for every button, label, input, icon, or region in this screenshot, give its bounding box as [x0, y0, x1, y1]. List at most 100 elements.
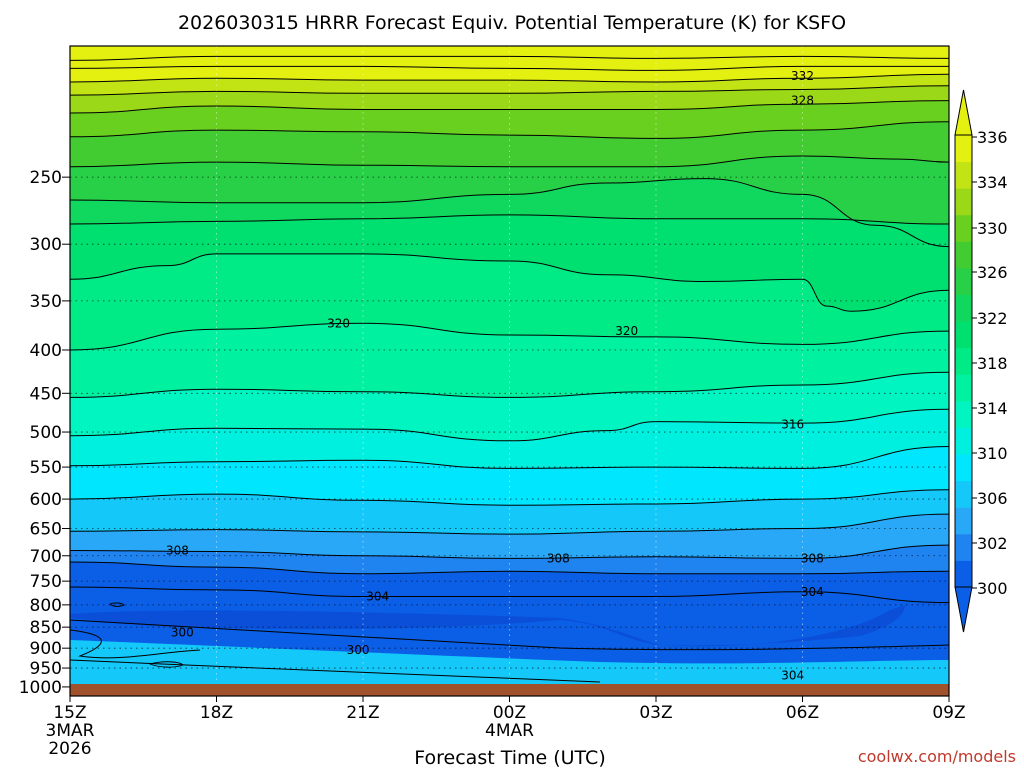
y-tick-label: 350 [30, 292, 62, 312]
colorbar-label: 334 [977, 173, 1008, 192]
colorbar-label: 306 [977, 489, 1008, 508]
colorbar: 300 302 306 310 314 318 322 326 330 334 336 [954, 89, 1008, 633]
contour-line-320 [70, 214, 949, 225]
colorbar-segment [955, 241, 972, 269]
y-tick-label: 750 [30, 572, 62, 592]
y-tick-label: 950 [30, 659, 62, 679]
y-tick-label: 900 [30, 639, 62, 659]
x-tick-label: 03Z [639, 703, 672, 723]
contour-line-334 [70, 65, 949, 71]
contour-label: 304 [801, 585, 824, 599]
colorbar-segment [955, 321, 972, 349]
colorbar-label: 330 [977, 219, 1008, 238]
x-tick-year: 2026 [48, 739, 91, 759]
contour-line-336 [70, 55, 949, 61]
contour-line-322 [70, 178, 949, 248]
x-tick-label: 21Z [346, 703, 379, 723]
y-tick-label: 600 [30, 490, 62, 510]
colorbar-segment [955, 507, 972, 535]
colorbar-segment [955, 560, 972, 588]
contour-line-low [70, 659, 601, 683]
y-tick-label: 550 [30, 458, 62, 478]
contour-line-300 [70, 586, 949, 604]
band-core [70, 605, 905, 647]
contour-line-low [70, 629, 201, 659]
colorbar-label: 314 [977, 399, 1008, 418]
colorbar-top-arrow [954, 89, 973, 136]
x-axis-label: Forecast Time (UTC) [414, 747, 605, 768]
y-tick-label: 450 [30, 384, 62, 404]
y-tick-label: 250 [30, 168, 62, 188]
colorbar-segment [955, 427, 972, 455]
y-tick-label: 800 [30, 596, 62, 616]
contour-line-326 [70, 121, 949, 139]
colorbar-segment [955, 135, 972, 163]
colorbar-segment [955, 533, 972, 561]
contour-label: 316 [781, 418, 804, 432]
contour-label: 308 [166, 543, 189, 557]
x-tick-date: 4MAR [485, 721, 534, 741]
colorbar-segment [955, 294, 972, 322]
credit-text: coolwx.com/models [858, 747, 1016, 766]
contour-line-low [70, 619, 949, 651]
contour-line-302 [70, 561, 949, 575]
colorbar-bottom-arrow [954, 586, 973, 633]
contour-label: 304 [781, 669, 804, 683]
y-tick-label: 1000 [19, 678, 62, 698]
colorbar-segment [955, 347, 972, 375]
colorbar-label: 302 [977, 534, 1008, 553]
contour-line-332 [70, 73, 949, 83]
colorbar-segment [955, 161, 972, 189]
colorbar-segment [955, 188, 972, 216]
y-tick-label: 850 [30, 618, 62, 638]
contour-line-312 [70, 408, 949, 442]
y-axis: 2503003504004505005506006507007508008509… [19, 168, 70, 698]
x-tick-label: 18Z [200, 703, 233, 723]
contour-line-308 [70, 489, 949, 506]
contour-labels: 332 328 320 320 316 308 308 308 304 304 300 300 304 [166, 69, 824, 683]
y-tick-label: 650 [30, 520, 62, 540]
colorbar-label: 322 [977, 309, 1008, 328]
colorbar-segment [955, 480, 972, 508]
contour-label: 308 [547, 551, 570, 565]
contour-label: 328 [791, 94, 814, 108]
contour-line-314 [70, 371, 949, 398]
ground-bar [70, 684, 949, 696]
colorbar-label: 300 [977, 579, 1008, 598]
chart-title: 2026030315 HRRR Forecast Equiv. Potentia… [178, 12, 846, 34]
contour-line-324 [70, 155, 949, 168]
y-tick-label: 400 [30, 341, 62, 361]
x-tick-label: 09Z [932, 703, 965, 723]
colorbar-segment [955, 400, 972, 428]
contour-label: 300 [171, 625, 194, 639]
contour-label: 320 [327, 316, 350, 330]
contour-line-306 [70, 513, 949, 535]
colorbar-segment [955, 267, 972, 296]
colorbar-label: 318 [977, 354, 1008, 373]
contour-line-316 [70, 322, 949, 351]
x-tick-date: 3MAR [46, 721, 95, 741]
colorbar-label: 310 [977, 444, 1008, 463]
colorbar-label: 326 [977, 263, 1008, 282]
contour-line-318 [70, 253, 949, 312]
x-tick-label: 15Z [53, 703, 86, 723]
x-tick-label: 06Z [786, 703, 819, 723]
contour-line-330 [70, 85, 949, 96]
small-closed-contour [109, 602, 125, 607]
colorbar-label: 336 [977, 128, 1008, 147]
contour-label: 304 [366, 589, 389, 603]
y-tick-label: 300 [30, 235, 62, 255]
colorbar-segment [955, 454, 972, 482]
y-tick-label: 500 [30, 423, 62, 443]
contour-line-310 [70, 446, 949, 469]
contour-label: 300 [347, 643, 370, 657]
colorbar-border [954, 134, 973, 588]
colorbar-segment [955, 374, 972, 402]
contour-label: 332 [791, 69, 814, 83]
contour-line-328 [70, 100, 949, 114]
contour-lines [70, 55, 949, 683]
x-tick-label: 00Z [493, 703, 526, 723]
y-tick-label: 700 [30, 547, 62, 567]
contour-label: 320 [615, 324, 638, 338]
